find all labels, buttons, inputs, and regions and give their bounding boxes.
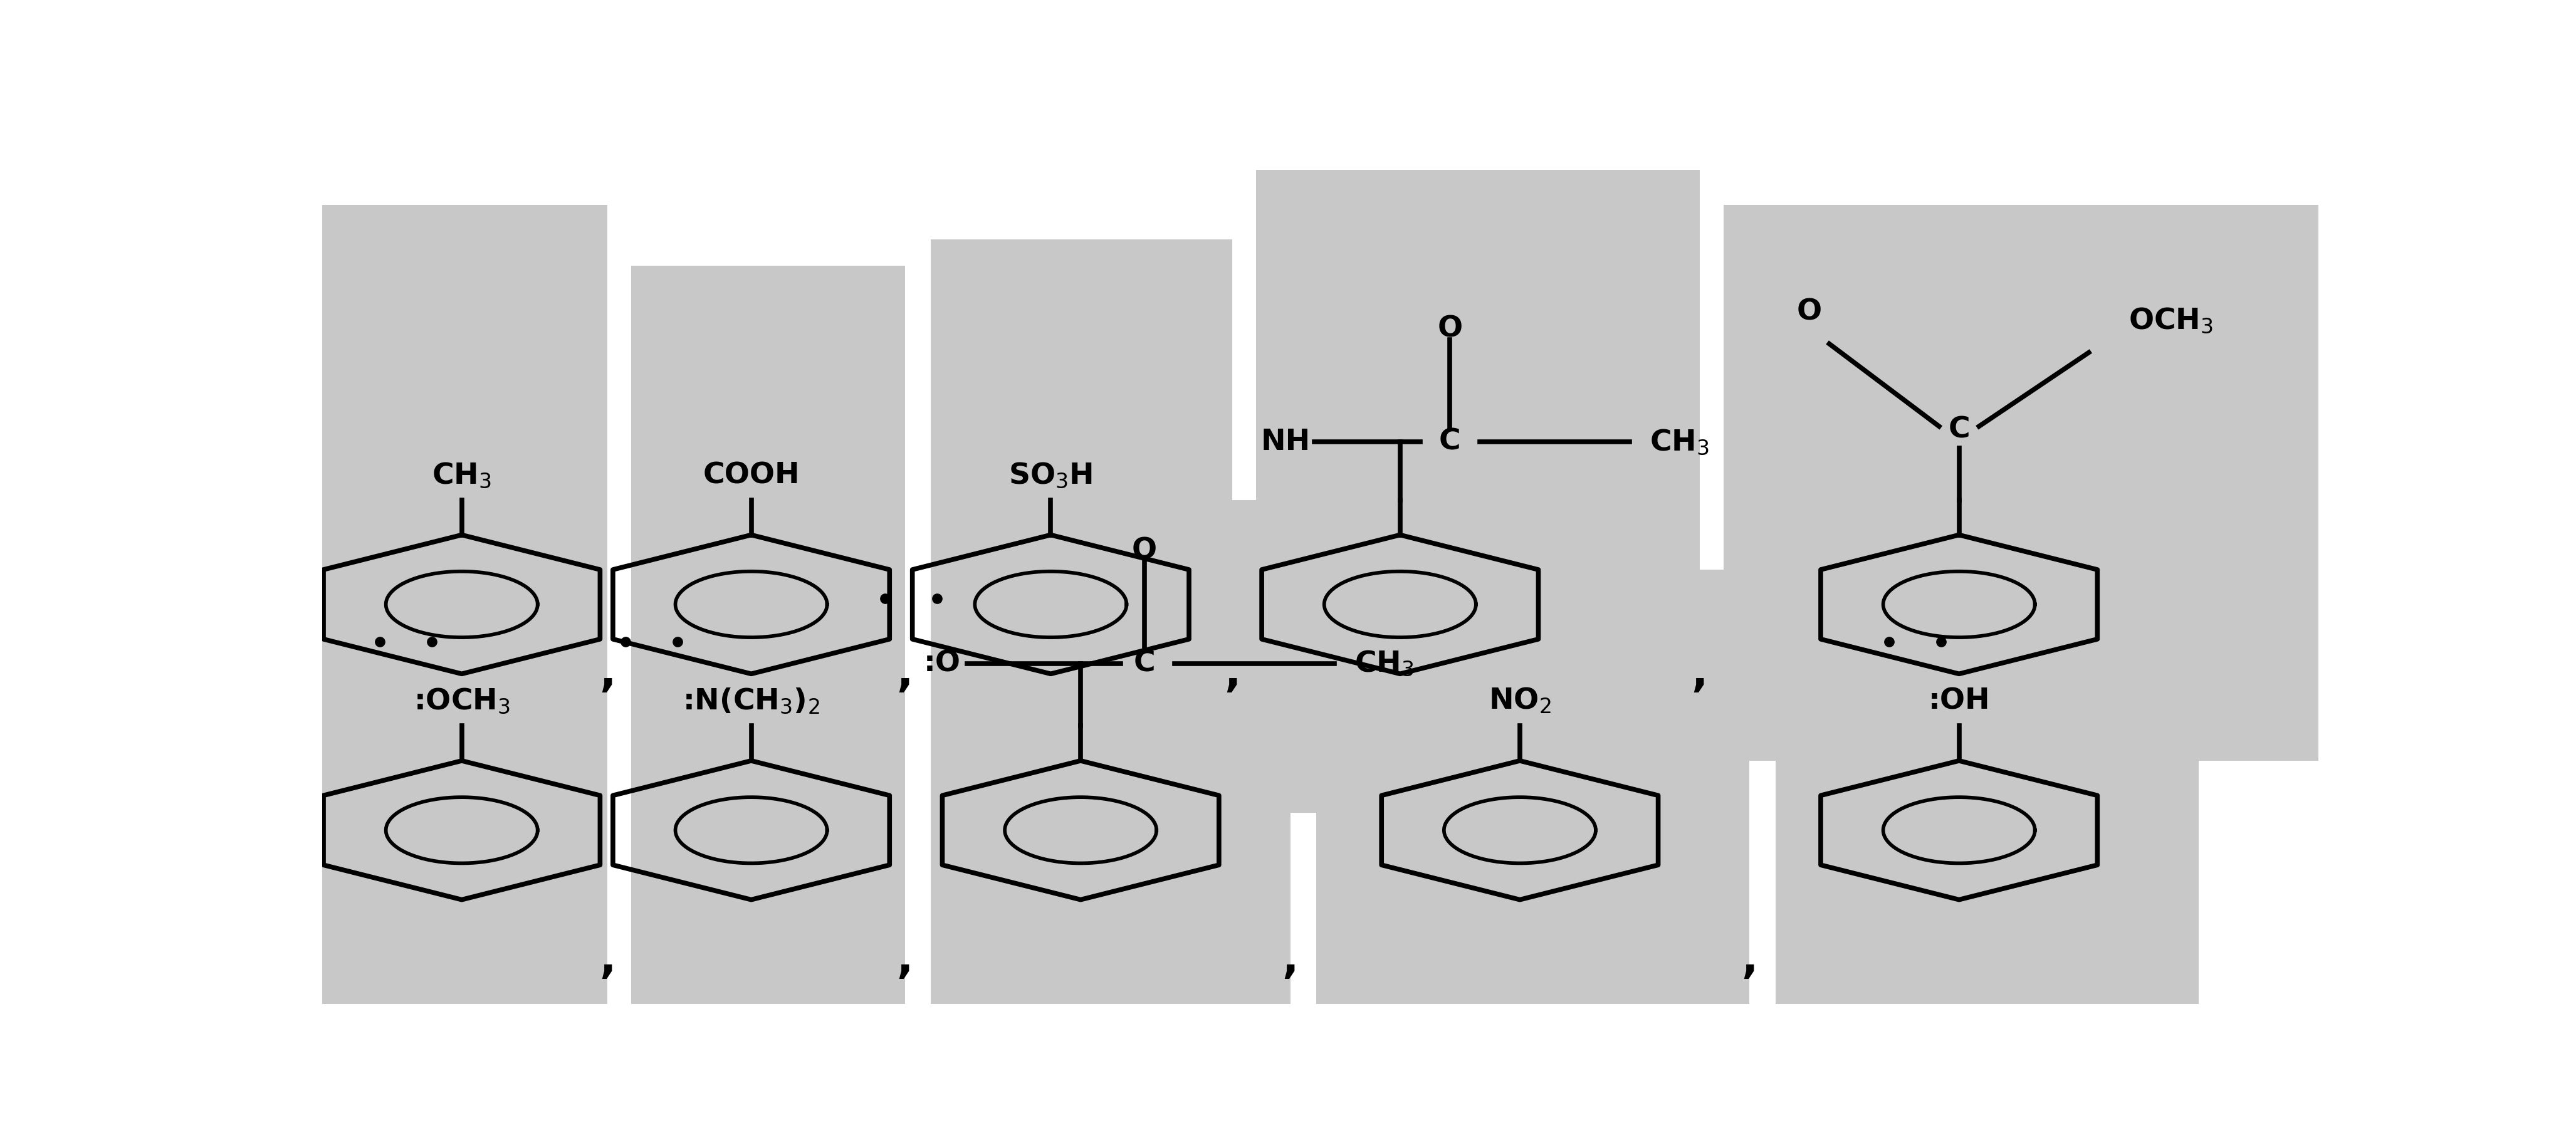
Text: O: O <box>1131 537 1157 565</box>
Text: C: C <box>1947 415 1971 443</box>
Bar <box>322 205 608 760</box>
Text: :O: :O <box>925 650 961 678</box>
Text: SO$_3$H: SO$_3$H <box>1010 461 1092 490</box>
Text: NH: NH <box>1260 428 1311 456</box>
Bar <box>631 535 904 1004</box>
Bar <box>1723 205 2318 760</box>
Text: C: C <box>1133 650 1157 678</box>
Text: CH$_3$: CH$_3$ <box>1355 649 1414 678</box>
Text: ,: , <box>896 940 914 981</box>
Bar <box>1257 170 1700 813</box>
Bar <box>631 266 904 699</box>
Bar <box>1775 587 2200 1004</box>
Text: O: O <box>1437 315 1463 343</box>
Bar <box>930 239 1231 760</box>
Bar <box>1316 570 1749 1004</box>
Text: C: C <box>1440 428 1461 456</box>
Text: :OCH$_3$: :OCH$_3$ <box>415 687 510 715</box>
Text: O: O <box>1795 298 1821 326</box>
Bar <box>322 500 608 1004</box>
Text: OCH$_3$: OCH$_3$ <box>2128 307 2213 335</box>
Text: CH$_3$: CH$_3$ <box>1649 428 1708 457</box>
Text: ,: , <box>896 653 914 695</box>
Text: NO$_2$: NO$_2$ <box>1489 687 1551 715</box>
Text: ,: , <box>1224 653 1242 695</box>
Text: ,: , <box>600 653 616 695</box>
Bar <box>930 500 1291 1004</box>
Text: :OH: :OH <box>1929 687 1989 715</box>
Text: ,: , <box>1283 940 1298 981</box>
Text: ,: , <box>1741 940 1757 981</box>
Text: CH$_3$: CH$_3$ <box>433 461 492 490</box>
Text: ,: , <box>600 940 616 981</box>
Text: :N(CH$_3$)$_2$: :N(CH$_3$)$_2$ <box>683 687 819 715</box>
Text: COOH: COOH <box>703 461 799 490</box>
Text: ,: , <box>1692 653 1708 695</box>
